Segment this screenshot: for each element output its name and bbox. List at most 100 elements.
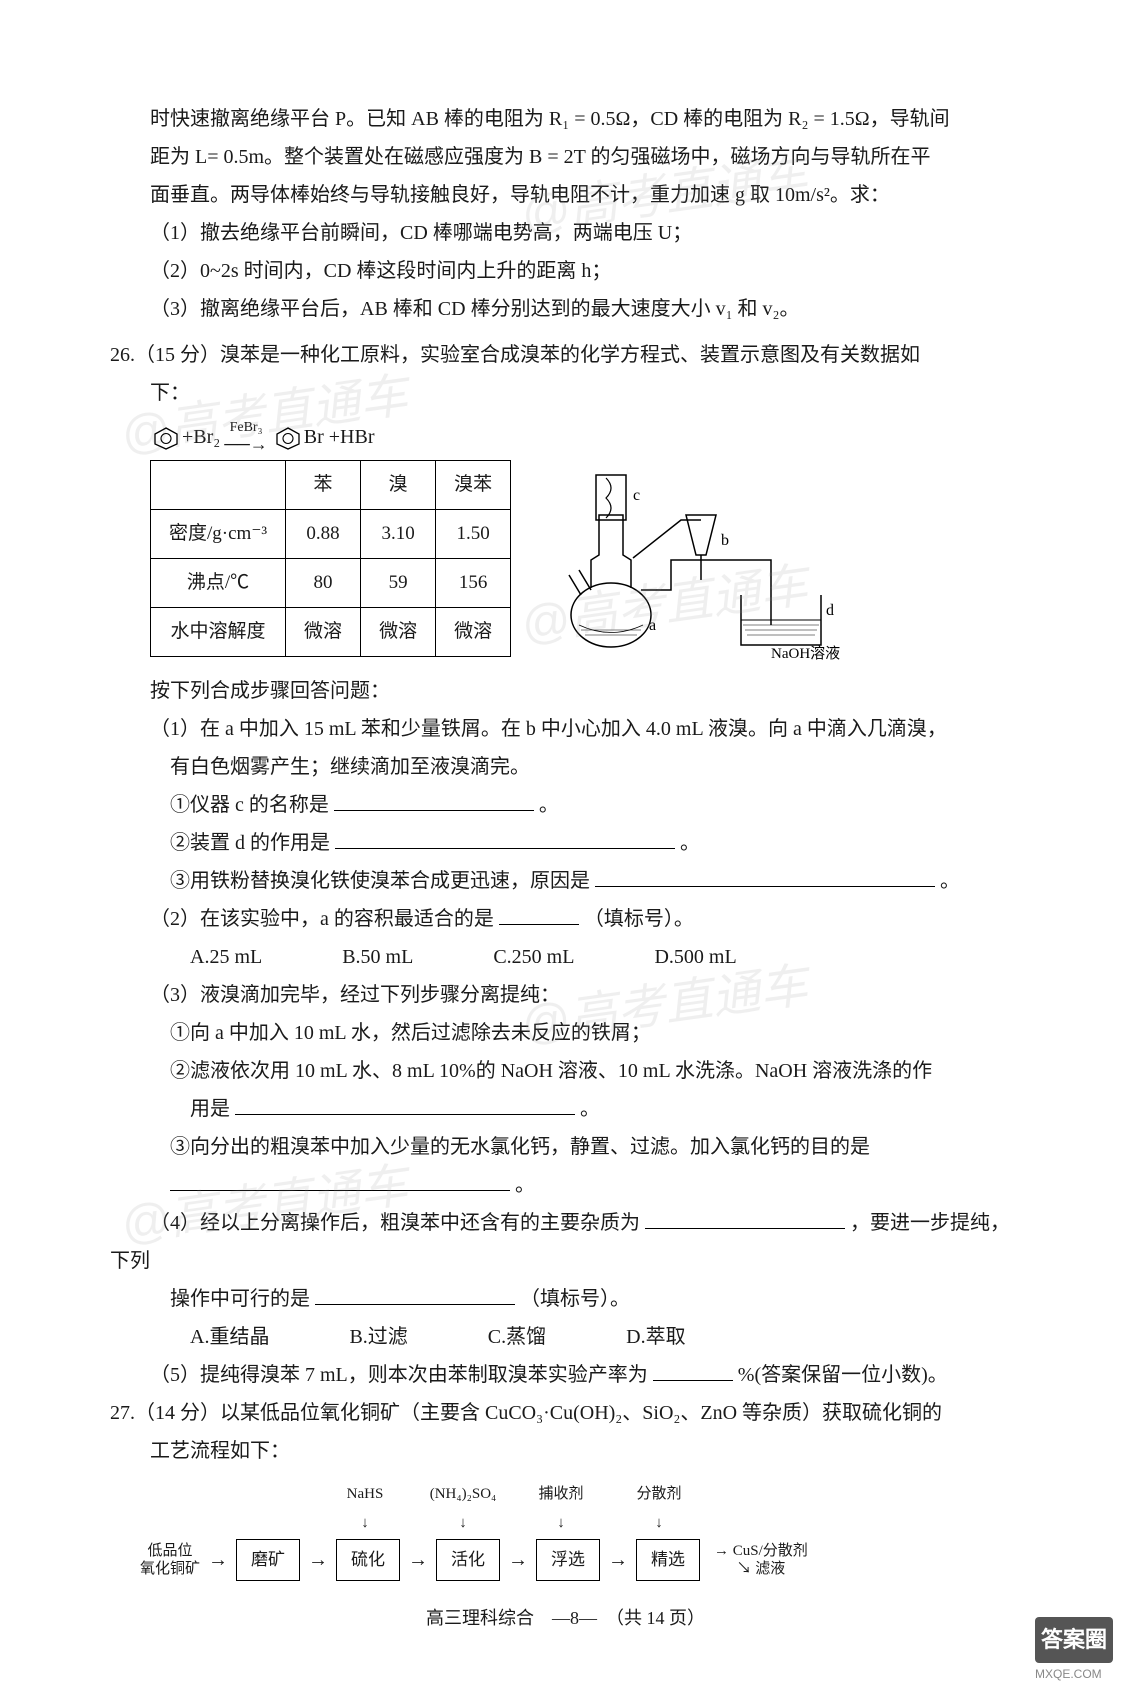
- q26-p4-end: （填标号）。: [520, 1288, 630, 1310]
- corner-logo: 答案圈 MXQE.COM: [1035, 1617, 1113, 1686]
- choice-row: A.重结晶 B.过滤 C.蒸馏 D.萃取: [190, 1318, 1021, 1356]
- fill-blank[interactable]: [170, 1169, 510, 1191]
- table-cell: 微溶: [286, 608, 361, 657]
- properties-table: 苯 溴 溴苯 密度/g·cm⁻³ 0.88 3.10 1.50 沸点/℃ 80 …: [150, 460, 511, 657]
- q26-header-cont: 下：: [110, 374, 1021, 412]
- arrow-icon: →: [308, 1541, 328, 1579]
- table-cell: 微溶: [436, 608, 511, 657]
- table-header: 苯: [286, 461, 361, 510]
- period: 。: [539, 794, 559, 816]
- q25-text-line: 时快速撤离绝缘平台 P。已知 AB 棒的电阻为 R₁ = 0.5Ω，CD 棒的电…: [110, 100, 1021, 138]
- chemical-equation: +Br₂ FeBr₃ ──→ Br +HBr: [150, 418, 1021, 456]
- q26-p3-sub2b: 用是: [190, 1098, 230, 1120]
- table-cell: 1.50: [436, 510, 511, 559]
- process-flowchart: NaHS↓ (NH₄)₂SO₄↓ 捕收剂↓ 分散剂↓ 低品位氧化铜矿 → 磨矿 …: [140, 1480, 1021, 1581]
- reaction-arrow: FeBr₃ ──→: [224, 421, 268, 453]
- q26-steps-intro: 按下列合成步骤回答问题：: [110, 672, 1021, 710]
- q26-p5b: %(答案保留一位小数)。: [738, 1364, 948, 1386]
- q26-p1-line2: 有白色烟雾产生；继续滴加至液溴滴完。: [110, 748, 1021, 786]
- q26-p5a: （5）提纯得溴苯 7 mL，则本次由苯制取溴苯实验产率为: [150, 1364, 648, 1386]
- equation-plus-br2: +Br₂: [182, 418, 220, 456]
- q26-header: 26.（15 分）溴苯是一种化工原料，实验室合成溴苯的化学方程式、装置示意图及有…: [110, 336, 1021, 374]
- logo-text: 答案圈: [1035, 1617, 1113, 1663]
- page-footer: 高三理科综合 —8— （共 14 页）: [110, 1601, 1021, 1635]
- choice-d[interactable]: D.萃取: [626, 1318, 685, 1356]
- table-cell: 0.88: [286, 510, 361, 559]
- q26-p1-sub3: ③用铁粉替换溴化铁使溴苯合成更迅速，原因是: [170, 870, 590, 892]
- table-cell: 密度/g·cm⁻³: [151, 510, 286, 559]
- arrow-icon: →: [608, 1541, 628, 1579]
- table-cell: 156: [436, 559, 511, 608]
- q26-p3: （3）液溴滴加完毕，经过下列步骤分离提纯：: [110, 976, 1021, 1014]
- q27-header: 27.（14 分）以某低品位氧化铜矿（主要含 CuCO₃·Cu(OH)₂、SiO…: [110, 1394, 1021, 1432]
- flow-box: 浮选: [536, 1539, 600, 1581]
- apparatus-diagram: a b c d NaOH溶液: [541, 460, 861, 660]
- flow-box: 磨矿: [236, 1539, 300, 1581]
- choice-b[interactable]: B.50 mL: [342, 938, 413, 976]
- period: 。: [580, 1098, 600, 1120]
- q25-text-line: 距为 L= 0.5m。整个装置处在磁感应强度为 B = 2T 的匀强磁场中，磁场…: [110, 138, 1021, 176]
- choice-d[interactable]: D.500 mL: [654, 938, 736, 976]
- choice-c[interactable]: C.蒸馏: [488, 1318, 546, 1356]
- q26-p3-sub2a: ②滤液依次用 10 mL 水、8 mL 10%的 NaOH 溶液、10 mL 水…: [110, 1052, 1021, 1090]
- fill-blank[interactable]: [595, 865, 935, 887]
- q25-part3: （3）撤离绝缘平台后，AB 棒和 CD 棒分别达到的最大速度大小 v₁ 和 v₂…: [110, 290, 1021, 328]
- table-cell: 80: [286, 559, 361, 608]
- table-header: 溴: [361, 461, 436, 510]
- choice-a[interactable]: A.重结晶: [190, 1318, 269, 1356]
- label-a: a: [649, 617, 656, 634]
- q26-p1-sub2: ②装置 d 的作用是: [170, 832, 330, 854]
- flow-box: 活化: [436, 1539, 500, 1581]
- arrow-icon: →: [208, 1541, 228, 1579]
- flow-output-top: CuS/分散剂: [733, 1543, 808, 1559]
- q25-part1: （1）撤去绝缘平台前瞬间，CD 棒哪端电势高，两端电压 U；: [110, 214, 1021, 252]
- q26-p3-sub1: ①向 a 中加入 10 mL 水，然后过滤除去未反应的铁屑；: [110, 1014, 1021, 1052]
- period: 。: [680, 832, 700, 854]
- catalyst-label: FeBr₃: [230, 421, 263, 435]
- fill-blank[interactable]: [335, 827, 675, 849]
- fill-blank[interactable]: [235, 1093, 575, 1115]
- equation-products: Br +HBr: [304, 418, 375, 456]
- flow-output-bottom: 滤液: [755, 1561, 785, 1577]
- choice-a[interactable]: A.25 mL: [190, 938, 262, 976]
- table-header: 溴苯: [436, 461, 511, 510]
- q26-p3-sub3a: ③向分出的粗溴苯中加入少量的无水氯化钙，静置、过滤。加入氯化钙的目的是: [110, 1128, 1021, 1166]
- q27-header2: 工艺流程如下：: [110, 1432, 1021, 1470]
- label-b: b: [721, 532, 729, 549]
- table-cell: 沸点/℃: [151, 559, 286, 608]
- table-cell: 3.10: [361, 510, 436, 559]
- table-cell: 微溶: [361, 608, 436, 657]
- fill-blank[interactable]: [315, 1283, 515, 1305]
- q26-p4c: 操作中可行的是: [170, 1288, 310, 1310]
- flow-input: 分散剂: [636, 1480, 681, 1509]
- fill-blank[interactable]: [334, 789, 534, 811]
- logo-url: MXQE.COM: [1035, 1663, 1113, 1686]
- choice-c[interactable]: C.250 mL: [493, 938, 574, 976]
- arrow-icon: →: [408, 1541, 428, 1579]
- fill-blank[interactable]: [499, 903, 579, 925]
- flow-start: 低品位氧化铜矿: [140, 1542, 200, 1578]
- fill-blank[interactable]: [653, 1359, 733, 1381]
- q25-part2: （2）0~2s 时间内，CD 棒这段时间内上升的距离 h；: [110, 252, 1021, 290]
- table-cell: 水中溶解度: [151, 608, 286, 657]
- benzene-ring-icon: [274, 425, 302, 449]
- flow-box: 精选: [636, 1539, 700, 1581]
- flow-input: (NH₄)₂SO₄: [430, 1480, 497, 1509]
- table-header: [151, 461, 286, 510]
- q26-p1-line1: （1）在 a 中加入 15 mL 苯和少量铁屑。在 b 中小心加入 4.0 mL…: [110, 710, 1021, 748]
- period: 。: [515, 1174, 535, 1196]
- q26-p1-sub1: ①仪器 c 的名称是: [170, 794, 329, 816]
- flow-input: 捕收剂: [538, 1480, 583, 1509]
- choice-row: A.25 mL B.50 mL C.250 mL D.500 mL: [190, 938, 1021, 976]
- q25-text-line: 面垂直。两导体棒始终与导轨接触良好，导轨电阻不计，重力加速 g 取 10m/s²…: [110, 176, 1021, 214]
- flow-box: 硫化: [336, 1539, 400, 1581]
- flow-input: NaHS: [347, 1480, 384, 1509]
- arrow-icon: →: [508, 1541, 528, 1579]
- fill-blank[interactable]: [645, 1207, 845, 1229]
- q26-p4a: （4）经以上分离操作后，粗溴苯中还含有的主要杂质为: [150, 1212, 640, 1234]
- q26-p2: （2）在该实验中，a 的容积最适合的是: [150, 908, 494, 930]
- q26-p2-end: （填标号）。: [584, 908, 694, 930]
- label-naoh: NaOH溶液: [771, 645, 840, 660]
- label-c: c: [633, 487, 640, 504]
- choice-b[interactable]: B.过滤: [349, 1318, 407, 1356]
